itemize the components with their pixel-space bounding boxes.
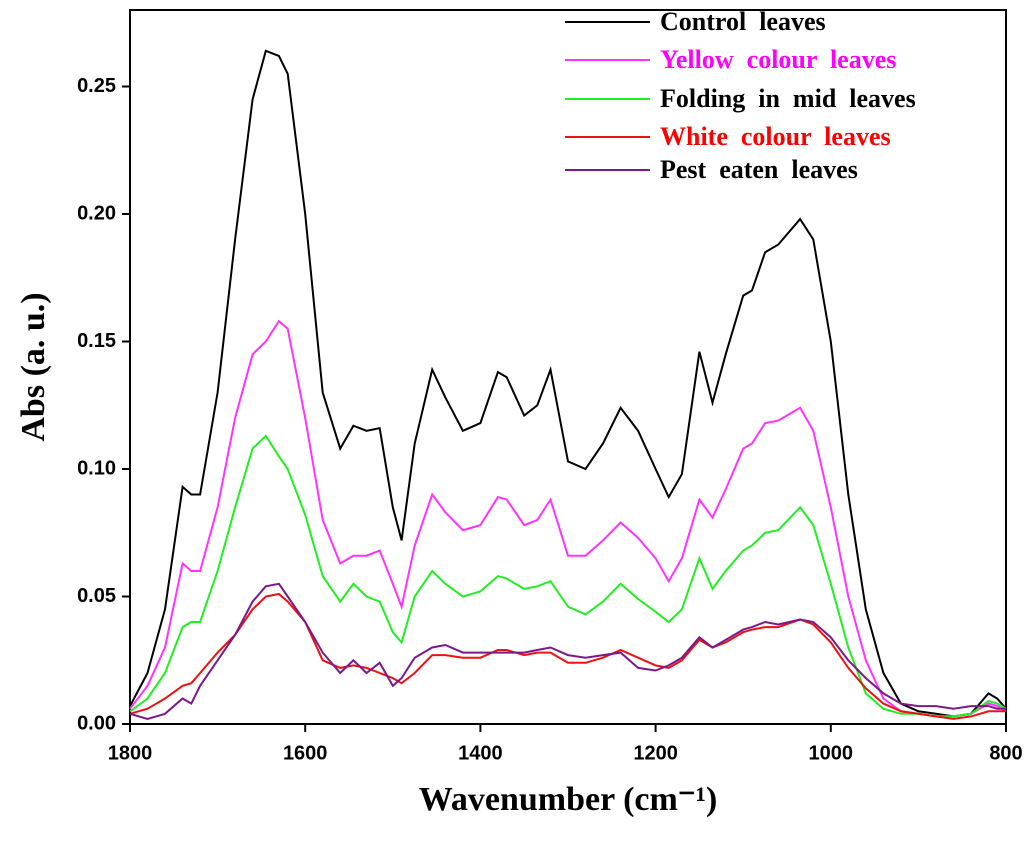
x-tick-label: 1600 — [283, 742, 328, 764]
x-axis-title: Wavenumber (cm⁻¹) — [419, 781, 718, 818]
y-tick-label: 0.20 — [77, 202, 116, 224]
legend-label: Pest eaten leaves — [660, 155, 858, 184]
legend-label: Control leaves — [660, 7, 826, 36]
series-line — [129, 319, 1007, 718]
legend-label: White colour leaves — [660, 122, 891, 151]
legend-label: Yellow colour leaves — [660, 45, 896, 74]
y-tick-label: 0.15 — [77, 330, 116, 352]
y-tick-label: 0.00 — [77, 712, 116, 734]
x-tick-label: 1800 — [108, 742, 153, 764]
plot-frame — [129, 9, 1007, 725]
y-tick-label: 0.05 — [77, 585, 116, 607]
y-tick-label: 0.10 — [77, 457, 116, 479]
series-line — [129, 434, 1007, 718]
series-line — [129, 592, 1006, 720]
x-tick-label: 800 — [989, 742, 1022, 764]
x-tick-label: 1400 — [458, 742, 503, 764]
series-line — [129, 582, 1006, 720]
y-tick-label: 0.25 — [77, 75, 116, 97]
x-tick-label: 1200 — [633, 742, 678, 764]
y-axis-title: Abs (a. u.) — [15, 292, 52, 441]
x-tick-label: 1000 — [809, 742, 854, 764]
legend-label: Folding in mid leaves — [660, 84, 916, 113]
series-line — [129, 49, 1007, 718]
